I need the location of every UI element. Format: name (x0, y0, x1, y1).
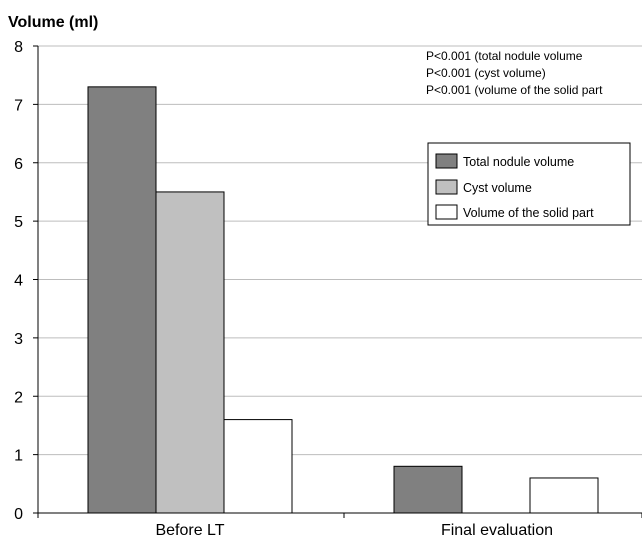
bar-series2-cat1 (529, 477, 599, 514)
legend-frame (427, 142, 631, 226)
annotation-solid-part: P<0.001 (volume of the solid part (426, 83, 603, 97)
legend-label-total-nodule-volume: Total nodule volume (463, 155, 574, 169)
y-tick-label-0: 0 (14, 506, 23, 523)
y-tick-label-2: 2 (14, 389, 23, 406)
bar-series2-cat0 (223, 419, 293, 514)
y-axis-title: Volume (ml) (8, 14, 98, 31)
legend-swatch-total-nodule-volume (435, 153, 458, 169)
annotation-total-nodule-volume: P<0.001 (total nodule volume (426, 49, 583, 63)
y-tick-label-1: 1 (14, 448, 23, 465)
legend-label-cyst-volume: Cyst volume (463, 181, 532, 195)
legend-swatch-cyst-volume (435, 179, 458, 195)
bars (87, 86, 599, 514)
bar-series1-cat0 (155, 191, 225, 514)
category-label-final-evaluation: Final evaluation (441, 522, 553, 539)
y-tick-label-8: 8 (14, 39, 23, 56)
bar-series0-cat1 (393, 465, 463, 514)
annotation-cyst-volume: P<0.001 (cyst volume) (426, 66, 546, 80)
y-tick-label-5: 5 (14, 214, 23, 231)
y-tick-label-7: 7 (14, 97, 23, 114)
legend: Total nodule volume Cyst volume Volume o… (427, 142, 631, 226)
y-tick-label-6: 6 (14, 156, 23, 173)
bar-series0-cat0 (87, 86, 157, 514)
p-value-annotations: P<0.001 (total nodule volume P<0.001 (cy… (426, 49, 603, 97)
category-label-before-lt: Before LT (155, 522, 224, 539)
y-tick-label-3: 3 (14, 331, 23, 348)
y-ticks: 0 1 2 3 4 5 6 7 8 (14, 39, 38, 523)
legend-label-solid-part: Volume of the solid part (463, 206, 594, 220)
x-categories: Before LT Final evaluation (155, 522, 553, 539)
legend-swatch-solid-part (435, 204, 458, 220)
y-tick-label-4: 4 (14, 273, 23, 290)
